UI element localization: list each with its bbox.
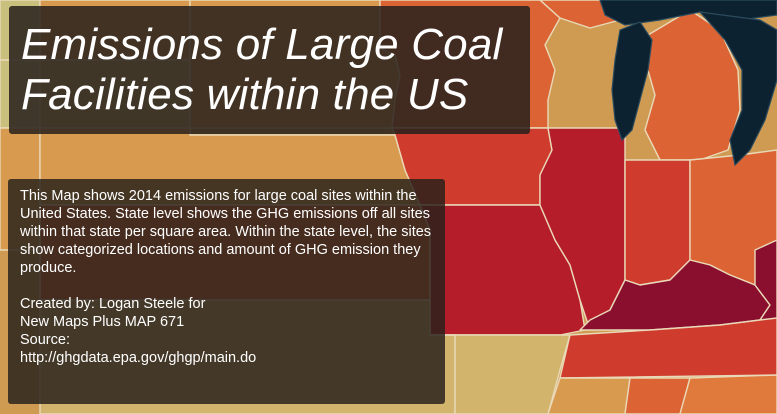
map-title-line2: Facilities within the US [21, 70, 469, 119]
map-description: This Map shows 2014 emissions for large … [20, 188, 432, 276]
state-alabama[interactable] [624, 377, 691, 414]
credit-author: Created by: Logan Steele for [20, 296, 206, 312]
info-panel: This Map shows 2014 emissions for large … [8, 179, 445, 404]
lake-huron [698, 11, 777, 167]
state-georgia[interactable] [679, 374, 777, 414]
source-link[interactable]: http://ghgdata.epa.gov/ghgp/main.do [20, 350, 257, 366]
credits: Created by: Logan Steele for New Maps Pl… [20, 295, 433, 367]
title-panel: Emissions of Large Coal Facilities withi… [9, 6, 530, 134]
map-title-line1: Emissions of Large Coal [21, 20, 503, 69]
lake-michigan [611, 21, 653, 142]
map-title: Emissions of Large Coal Facilities withi… [21, 20, 518, 120]
source-label: Source: [20, 332, 70, 348]
state-mississippi[interactable] [547, 377, 631, 414]
state-indiana[interactable] [624, 159, 691, 286]
credit-course: New Maps Plus MAP 671 [20, 314, 185, 330]
